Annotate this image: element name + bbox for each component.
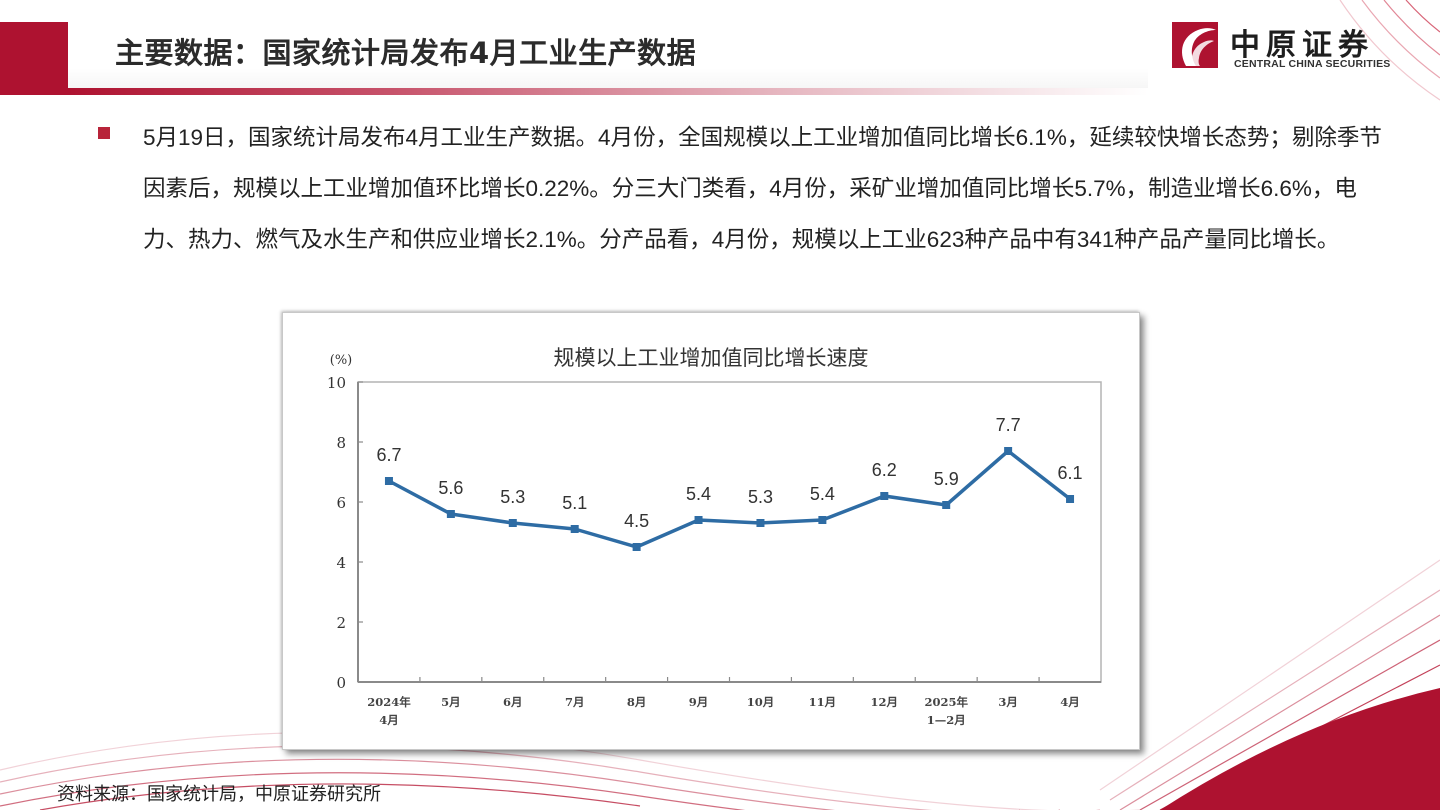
x-tick-label: 1—2月	[927, 713, 966, 727]
y-tick-label: 2	[336, 614, 346, 632]
data-label: 7.7	[996, 415, 1021, 435]
data-point-marker	[1066, 495, 1075, 503]
source-note: 资料来源：国家统计局，中原证券研究所	[57, 784, 381, 804]
data-label: 5.1	[562, 493, 587, 513]
y-tick-label: 4	[336, 554, 346, 572]
data-point-marker	[508, 519, 517, 527]
logo-name-cn: 中原证券	[1230, 28, 1374, 63]
data-point-marker	[632, 543, 641, 551]
y-tick-label: 6	[336, 494, 346, 512]
x-tick-label: 11月	[809, 695, 837, 709]
data-label: 5.9	[934, 469, 959, 489]
data-point-marker	[880, 492, 889, 500]
data-point-marker	[384, 477, 393, 485]
company-logo: 中原证券 CENTRAL CHINA SECURITIES	[1172, 22, 1412, 70]
body-paragraph: 5月19日，国家统计局发布4月工业生产数据。4月份，全国规模以上工业增加值同比增…	[143, 125, 1382, 252]
x-tick-label: 3月	[998, 695, 1018, 709]
x-tick-label: 6月	[503, 695, 523, 709]
data-label: 4.5	[624, 511, 649, 531]
x-tick-label: 7月	[565, 695, 585, 709]
data-label: 6.2	[872, 460, 897, 480]
y-axis: 0 2 4 6 8 10	[327, 374, 1102, 692]
chart-title: 规模以上工业增加值同比增长速度	[554, 346, 869, 370]
y-tick-label: 8	[336, 434, 346, 452]
data-series: 6.7 5.6 5.3 5.1 4.5 5.4 5.3 5.4 6.2 5.9 7.7 6.1	[376, 415, 1083, 551]
data-label: 5.3	[500, 487, 525, 507]
header-accent-block	[0, 22, 68, 95]
chart-y-unit-label: (%)	[330, 353, 353, 368]
chart-image-frame: 规模以上工业增加值同比增长速度 (%) 0 2 4 6 8 10 2024年 4月 5月 6月 7…	[282, 312, 1140, 750]
data-point-marker	[818, 516, 827, 524]
x-axis: 2024年 4月 5月 6月 7月 8月 9月 10月 11月 12月 2025年 1—2月 3月 4月	[358, 677, 1101, 727]
data-point-marker	[446, 510, 455, 518]
plot-area-border	[357, 381, 1102, 683]
data-point-marker	[570, 525, 579, 533]
page-title: 主要数据：国家统计局发布4月工业生产数据	[115, 36, 697, 70]
data-label: 5.4	[686, 484, 711, 504]
x-tick-label: 2025年	[924, 695, 968, 709]
data-label: 5.3	[748, 487, 773, 507]
data-point-marker	[694, 516, 703, 524]
series-line	[388, 449, 1072, 549]
x-tick-label: 8月	[627, 695, 647, 709]
x-tick-label: 10月	[747, 695, 775, 709]
logo-mark-icon	[1172, 22, 1218, 68]
header-shade	[68, 22, 1148, 88]
data-point-marker	[1004, 447, 1013, 455]
x-tick-label: 4月	[1060, 695, 1080, 709]
line-chart: 规模以上工业增加值同比增长速度 (%) 0 2 4 6 8 10 2024年 4月 5月 6月 7…	[327, 346, 1102, 727]
data-label: 6.1	[1058, 463, 1083, 483]
header-underline	[68, 88, 1148, 95]
y-tick-label: 10	[327, 374, 346, 392]
x-tick-label: 4月	[379, 713, 399, 727]
bullet-square-icon	[98, 127, 110, 139]
x-tick-label: 5月	[441, 695, 461, 709]
logo-name-en: CENTRAL CHINA SECURITIES	[1234, 58, 1391, 70]
data-label: 5.4	[810, 484, 835, 504]
data-point-marker	[942, 501, 951, 509]
data-label: 5.6	[438, 478, 463, 498]
y-tick-label: 0	[336, 674, 346, 692]
data-point-marker	[756, 519, 765, 527]
x-tick-label: 9月	[689, 695, 709, 709]
data-label: 6.7	[376, 445, 401, 465]
x-tick-label: 12月	[871, 695, 899, 709]
x-tick-label: 2024年	[367, 695, 411, 709]
